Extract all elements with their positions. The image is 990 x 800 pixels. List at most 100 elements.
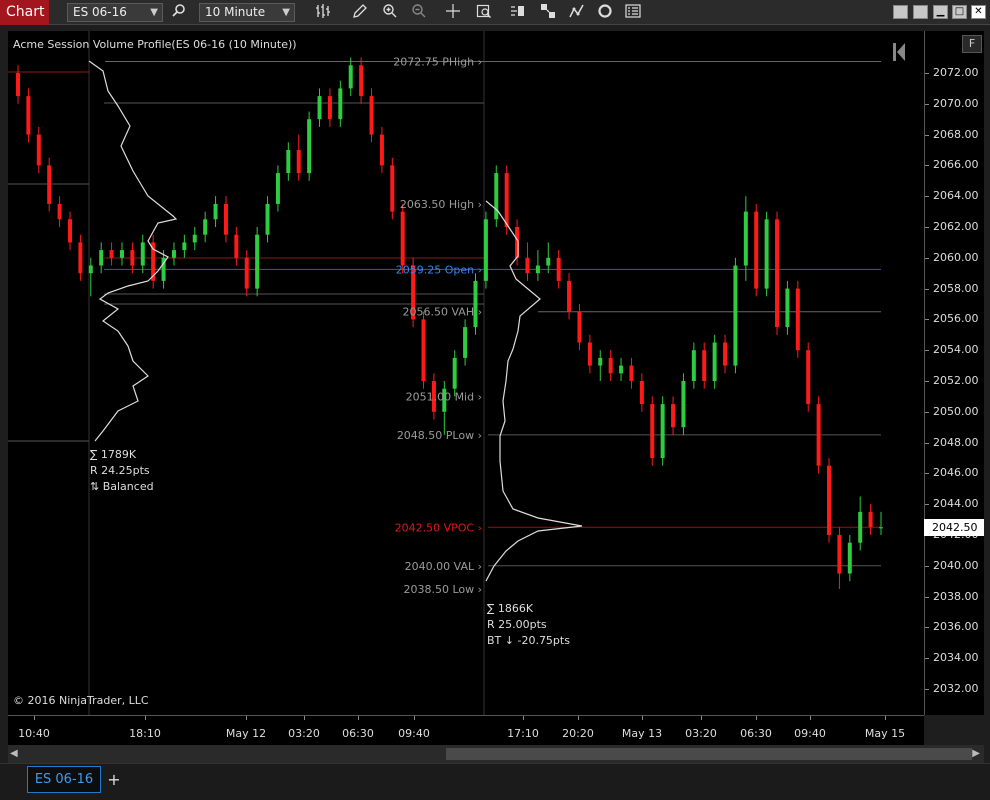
candle-body (639, 381, 644, 405)
candle-body (816, 404, 821, 466)
candle-body (608, 357, 613, 374)
price-axis-tick (925, 134, 929, 136)
candle-body (255, 234, 260, 289)
candle-body (723, 342, 728, 366)
price-axis-label: 2036.00 (933, 620, 979, 634)
price-axis-tick (925, 442, 929, 444)
candle-body (535, 265, 540, 274)
candle-body (317, 96, 322, 120)
candle-body (348, 65, 353, 89)
pencil-icon[interactable] (350, 3, 370, 22)
candle-body (806, 350, 811, 405)
time-axis[interactable]: 10:40 18:10 May 12 03:20 06:30 09:40 17:10 20:2… (8, 715, 924, 745)
price-axis-label: 2052.00 (933, 374, 979, 387)
price-chart[interactable]: 2072.75 PHigh › 2063.50 High › 2059.25 Ope… (8, 31, 924, 715)
candle-body (452, 357, 457, 389)
time-axis-label: May 13 (621, 727, 663, 740)
time-axis-label: 06:30 (740, 727, 772, 740)
candle-body (546, 257, 551, 266)
instrument-tab[interactable]: ES 06-16 (27, 766, 101, 793)
price-axis-label: 2048.00 (933, 435, 979, 449)
chevron-down-icon: ▼ (150, 7, 158, 18)
minimize-button[interactable] (893, 5, 908, 19)
candle-body (411, 265, 416, 320)
price-axis-label: 2050.00 (933, 404, 979, 418)
price-axis-tick (925, 689, 929, 690)
time-axis-tick (34, 716, 35, 720)
time-axis-label: 18:10 (129, 727, 161, 740)
level-label: 2072.75 PHigh › (393, 55, 482, 68)
data-box-icon[interactable] (474, 3, 494, 22)
zoom-out-icon[interactable] (409, 3, 429, 22)
close-button[interactable]: ✕ (971, 5, 986, 19)
candle-body (754, 211, 759, 289)
candle-body (359, 65, 364, 97)
candle-body (858, 511, 863, 543)
restore-button[interactable] (913, 5, 928, 19)
candle-body (390, 165, 395, 212)
level-label: 2042.50 VPOC › (395, 521, 482, 534)
instrument-selector[interactable]: ES 06-16 ▼ (67, 3, 163, 22)
time-axis-label: 06:30 (342, 727, 374, 740)
time-axis-tick (642, 716, 643, 720)
time-axis-label: May 15 (864, 727, 906, 740)
candle-body (16, 73, 20, 97)
chart-window-tab[interactable]: Chart (0, 0, 49, 25)
refresh-icon[interactable] (595, 3, 615, 22)
candle-body (307, 119, 312, 174)
candle-body (494, 173, 499, 220)
time-axis-label: May 12 (225, 727, 267, 740)
candle-body (213, 203, 218, 220)
session1-stats: ∑ 1789K R 24.25pts ⇅ Balanced (90, 447, 154, 495)
f-button[interactable]: F (962, 35, 982, 53)
candle-body (203, 219, 208, 235)
bar-type-icon[interactable] (313, 3, 333, 22)
candle-body (442, 388, 447, 412)
level-label: 2051.00 Mid › (406, 390, 482, 403)
candle-body (847, 542, 852, 574)
search-icon[interactable] (169, 3, 189, 22)
templates-icon[interactable] (538, 3, 558, 22)
indicator-title: Acme Session Volume Profile(ES 06-16 (10… (13, 38, 297, 51)
instrument-value: ES 06-16 (73, 5, 127, 19)
candle-body (369, 96, 374, 135)
level-label: 2048.50 PLow › (397, 429, 482, 442)
price-axis-tick (925, 196, 929, 198)
indicators-icon[interactable] (567, 3, 587, 22)
scrollbar-thumb[interactable] (446, 748, 972, 760)
price-axis-tick (925, 504, 929, 506)
chart-panel[interactable]: 2072.75 PHigh › 2063.50 High › 2059.25 Ope… (8, 31, 924, 715)
candle-body (691, 350, 696, 381)
maximize-button[interactable]: □ (952, 5, 967, 19)
price-axis-tick (925, 381, 929, 382)
scroll-right-icon[interactable]: ▶ (972, 748, 980, 759)
chevron-down-icon: ▼ (282, 7, 290, 18)
price-axis-label: 2072.00 (933, 66, 979, 79)
price-axis-label: 2038.00 (933, 589, 979, 603)
panel-collapse-icon[interactable] (893, 41, 907, 63)
price-axis[interactable]: 2072.00 2070.00 2068.00 2066.00 2064.00 2062.… (924, 31, 984, 715)
session2-range: R 25.00pts (487, 618, 547, 631)
candle-body (619, 365, 624, 374)
session1-volume-profile (88, 60, 178, 442)
minimize-window-button[interactable]: ▁ (933, 5, 948, 19)
time-axis-tick (304, 716, 305, 720)
candle-body (598, 357, 603, 366)
candle-body (712, 342, 717, 381)
candle-body (99, 250, 104, 266)
add-tab-button[interactable]: + (107, 770, 121, 789)
candle-body (327, 96, 332, 120)
time-axis-label: 03:20 (288, 727, 320, 740)
zoom-in-icon[interactable] (380, 3, 400, 22)
interval-selector[interactable]: 10 Minute ▼ (199, 3, 295, 22)
scroll-left-icon[interactable]: ◀ (10, 748, 18, 759)
horizontal-scrollbar[interactable]: ◀ ▶ (8, 745, 984, 763)
strategy-icon[interactable] (508, 3, 528, 22)
tab-bar: ES 06-16 + (0, 763, 990, 800)
price-axis-tick (925, 596, 929, 598)
candle-body (795, 288, 800, 351)
properties-icon[interactable] (623, 3, 643, 22)
session2-volume: ∑ 1866K (487, 602, 534, 615)
crosshair-icon[interactable] (443, 3, 463, 22)
price-axis-label: 2054.00 (933, 343, 979, 357)
